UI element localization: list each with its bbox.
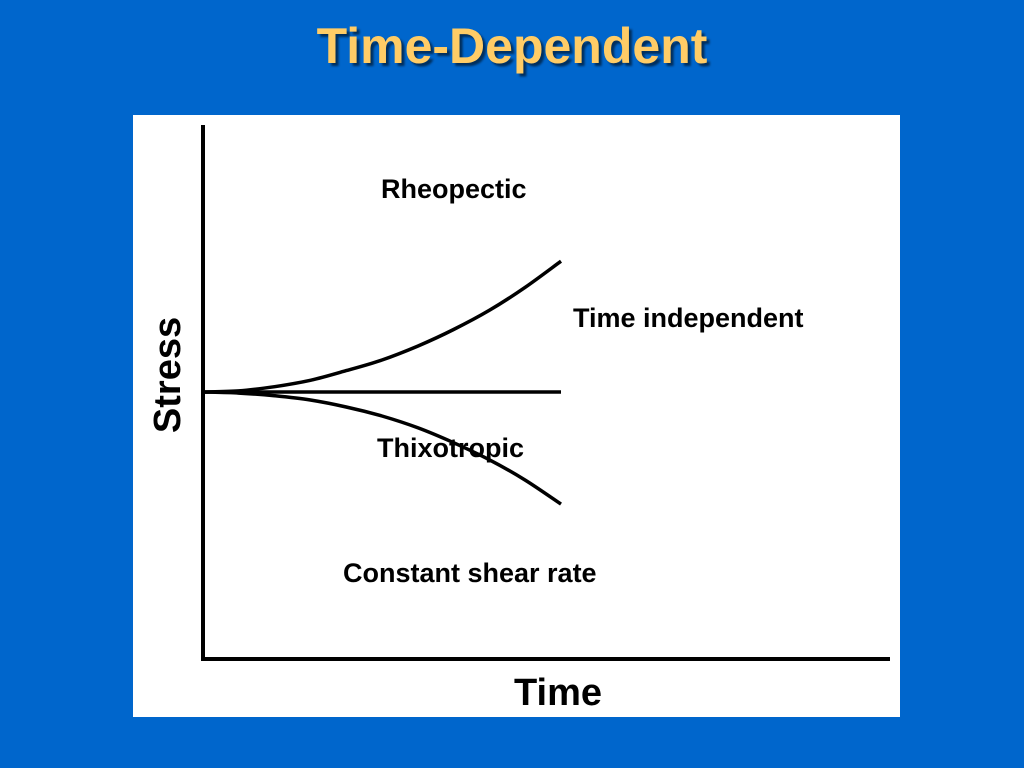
series-line-rheopectic	[202, 259, 563, 394]
chart-background	[133, 115, 900, 717]
y-axis-label: Stress	[147, 317, 189, 433]
chart-panel: Stress Time Rheopectic Time independent …	[133, 115, 900, 717]
series-label-rheopectic: Rheopectic	[381, 174, 527, 204]
series-label-thixotropic: Thixotropic	[377, 433, 524, 463]
slide-title: Time-Dependent	[316, 18, 708, 74]
series-line-thixotropic	[202, 390, 562, 506]
x-axis-label: Time	[514, 672, 602, 714]
series-layer	[202, 259, 563, 506]
stress-time-chart: Stress Time Rheopectic Time independent …	[133, 115, 900, 717]
series-label-time-independent: Time independent	[573, 303, 804, 333]
chart-annotation: Constant shear rate	[343, 558, 597, 588]
